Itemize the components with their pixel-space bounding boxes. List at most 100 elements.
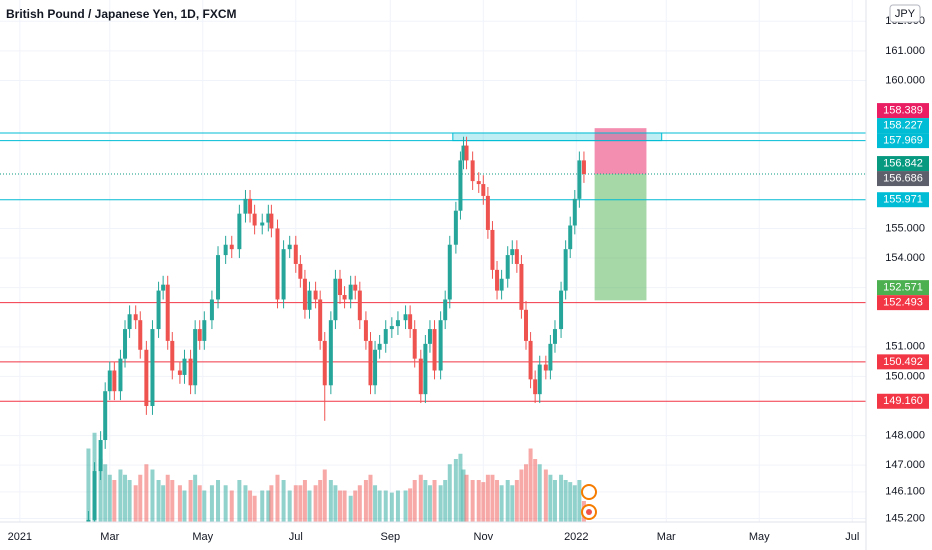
volume-bar	[123, 474, 128, 522]
volume-bar	[537, 464, 542, 522]
volume-bar	[138, 474, 143, 522]
volume-bar	[368, 474, 373, 522]
candle-body	[408, 314, 413, 330]
candle-body	[197, 329, 202, 341]
candle-body	[165, 284, 170, 341]
candle-body	[298, 263, 303, 279]
currency-badge[interactable]	[889, 4, 921, 23]
volume-bar	[260, 490, 265, 522]
volume-bar	[577, 480, 582, 522]
candle-body	[318, 299, 323, 341]
currency-label: JPY	[895, 8, 916, 20]
candle-body	[123, 329, 128, 359]
candle-body	[252, 213, 257, 226]
candle-body	[275, 228, 280, 300]
y-tick-label: 160.000	[885, 74, 925, 86]
candle-body	[112, 370, 117, 392]
candle-body	[495, 269, 500, 291]
candle-body	[188, 358, 193, 386]
volume-bar	[103, 464, 108, 522]
volume-bar	[418, 474, 423, 522]
candle-body	[510, 249, 515, 256]
volume-bar	[223, 485, 228, 522]
candle-body	[133, 314, 138, 321]
price-badge-label: 156.686	[883, 172, 923, 184]
candle-body	[103, 391, 108, 441]
volume-bar	[495, 480, 500, 522]
candle-body	[470, 160, 475, 182]
volume-bar	[389, 492, 394, 522]
candle-body	[216, 255, 221, 300]
candle-body	[552, 329, 557, 344]
x-tick-label: Mar	[657, 531, 676, 543]
y-tick-label: 150.000	[885, 370, 925, 382]
volume-bar	[127, 480, 132, 522]
y-tick-label: 161.000	[885, 45, 925, 57]
candle-body	[313, 290, 318, 300]
volume-bar	[443, 480, 448, 522]
candle-body	[161, 284, 166, 291]
volume-bar	[112, 480, 117, 522]
volume-bar	[328, 480, 333, 522]
volume-bar	[202, 490, 207, 522]
candle-body	[418, 358, 423, 395]
volume-bar	[510, 485, 515, 522]
price-badge-label: 152.571	[883, 282, 923, 294]
volume-bar	[298, 485, 303, 522]
candle-body	[443, 299, 448, 321]
price-badge-label: 158.389	[883, 104, 923, 116]
price-badge	[877, 295, 929, 311]
candle-body	[447, 244, 452, 300]
volume-bar	[377, 490, 382, 522]
volume-bar	[197, 485, 202, 522]
y-tick-label: 145.200	[885, 512, 925, 524]
candle-body	[348, 284, 353, 300]
volume-bar	[453, 459, 458, 522]
candle-body	[363, 320, 368, 341]
volume-bar	[514, 480, 519, 522]
price-badge	[877, 118, 929, 134]
candle-body	[156, 290, 161, 330]
volume-bar	[363, 480, 368, 522]
volume-bar	[568, 482, 573, 522]
price-badge-label: 155.971	[883, 194, 923, 206]
volume-bar	[342, 490, 347, 522]
y-tick-label: 154.000	[885, 252, 925, 264]
volume-bar	[408, 488, 413, 522]
x-tick-label: 2021	[8, 531, 32, 543]
volume-bar	[559, 474, 564, 522]
stop-zone	[594, 128, 647, 174]
candle-body	[144, 349, 149, 406]
candle-body	[476, 181, 481, 185]
candle-body	[281, 249, 286, 300]
candle-body	[322, 340, 327, 386]
volume-bar	[505, 480, 510, 522]
volume-bar	[86, 448, 91, 522]
volume-bar	[252, 495, 257, 522]
candle-body	[577, 160, 582, 199]
candle-body	[337, 278, 342, 296]
candle-body	[86, 519, 91, 522]
candle-body	[202, 320, 207, 341]
grid	[0, 0, 866, 522]
candle-body	[353, 284, 358, 291]
volume-bar	[432, 480, 437, 522]
x-tick-label: Nov	[474, 531, 494, 543]
candle-body	[357, 290, 362, 321]
volume-bar	[170, 480, 175, 522]
price-badge	[877, 133, 929, 149]
candle-body	[559, 290, 564, 330]
candle-body	[537, 364, 542, 395]
y-tick-label: 148.000	[885, 429, 925, 441]
candle-body	[533, 379, 538, 395]
candle-body	[287, 244, 292, 250]
candle-body	[177, 370, 182, 375]
volume-bar	[98, 459, 103, 522]
candle-body	[499, 278, 504, 291]
event-icon[interactable]	[581, 484, 597, 500]
event-icons[interactable]	[581, 484, 597, 520]
volume-bar	[464, 474, 469, 522]
candle-body	[342, 295, 347, 300]
volume-bar	[161, 485, 166, 522]
candle-body	[373, 349, 378, 386]
